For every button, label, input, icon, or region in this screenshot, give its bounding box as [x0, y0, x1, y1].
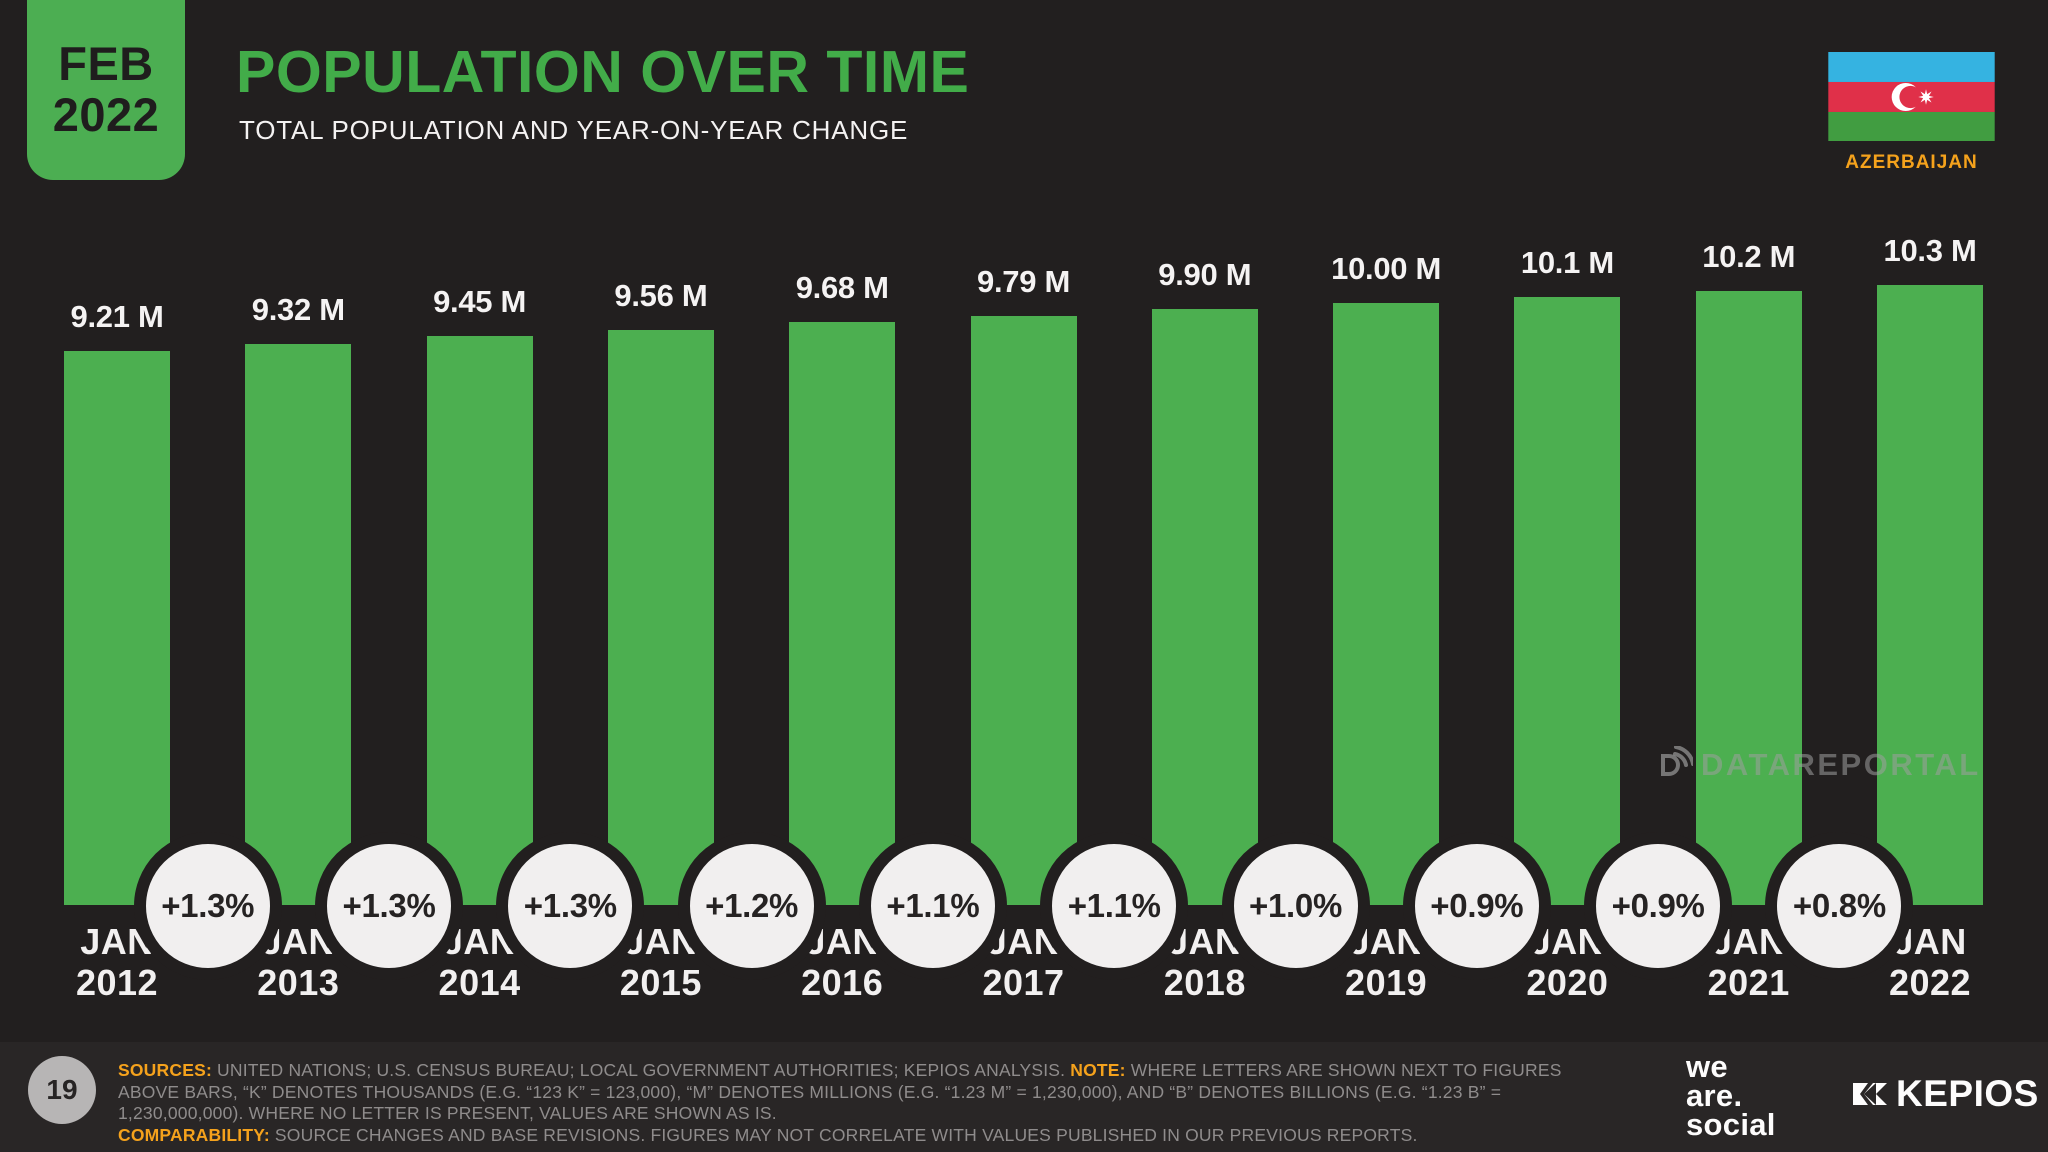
page-number-badge: 19 [28, 1056, 96, 1124]
signal-d-icon [1661, 746, 1693, 776]
bar-value-label: 9.79 M [977, 264, 1070, 299]
bar-value-label: 9.90 M [1158, 257, 1252, 292]
watermark-text: DATAREPORTAL [1701, 747, 1981, 782]
date-badge-year: 2022 [52, 88, 160, 141]
footer-band [0, 1042, 2048, 1152]
footer-notes: SOURCES: UNITED NATIONS; U.S. CENSUS BUR… [118, 1060, 1618, 1146]
yoy-change-circle: +1.1% [1040, 832, 1189, 980]
azerbaijan-flag-icon [1828, 52, 1995, 141]
kepios-k-icon [1853, 1083, 1887, 1105]
page-number: 19 [46, 1074, 78, 1105]
bar [970, 316, 1077, 905]
bar [1877, 285, 1983, 905]
bar [426, 336, 533, 905]
bar-value-label: 9.21 M [70, 299, 164, 334]
yoy-change-circle: +1.1% [858, 832, 1007, 980]
bar-value-label: 10.2 M [1702, 239, 1796, 274]
bar [1514, 297, 1621, 905]
yoy-change-circle: +1.3% [133, 832, 282, 980]
bar-value-label: 10.1 M [1520, 245, 1614, 280]
bar-value-label: 9.45 M [433, 284, 527, 319]
comparability-label: COMPARABILITY: [118, 1124, 270, 1145]
x-axis-tick-label: JAN 2020 [1526, 921, 1609, 1003]
date-badge: FEB 2022 [27, 0, 185, 180]
we-are-social-logo-line: we [1686, 1049, 1728, 1084]
sources-label: SOURCES: [118, 1060, 212, 1080]
bar [1333, 303, 1440, 905]
kepios-logo: KEPIOS [1853, 1073, 2039, 1115]
bar [1695, 291, 1802, 905]
yoy-change-circle: +1.2% [677, 832, 826, 980]
bar [245, 344, 352, 905]
we-are-social-logo: we are. social [1686, 1049, 1776, 1142]
x-axis-tick-label: JAN 2017 [982, 921, 1065, 1003]
bar-value-label: 9.68 M [795, 270, 889, 305]
yoy-change-circle: +0.9% [1402, 832, 1551, 980]
yoy-change-circle: +1.3% [315, 832, 463, 980]
watermark: DATAREPORTAL [1655, 746, 1981, 784]
bar-value-label: 9.56 M [614, 278, 708, 313]
bar [789, 322, 896, 905]
country-flag-block: AZERBAIJAN [1826, 52, 1997, 174]
yoy-change-circle: +1.3% [496, 832, 645, 980]
bar [607, 330, 714, 905]
note-text: WHERE LETTERS ARE SHOWN NEXT TO FIGURES … [118, 1060, 1562, 1123]
yoy-change-circle: +0.9% [1584, 832, 1733, 980]
x-axis-tick-label: JAN 2022 [1888, 921, 1972, 1003]
page-subtitle: TOTAL POPULATION AND YEAR-ON-YEAR CHANGE [239, 115, 909, 145]
bar [1151, 309, 1258, 905]
note-label: NOTE: [1070, 1060, 1126, 1080]
yoy-change-circle: +0.8% [1765, 832, 1914, 980]
country-label: AZERBAIJAN [1845, 152, 1978, 173]
page-title: POPULATION OVER TIME [236, 39, 970, 105]
x-axis-tick-label: JAN 2016 [801, 921, 884, 1003]
bar-value-label: 10.3 M [1883, 233, 1977, 268]
date-badge-month: FEB [58, 37, 154, 91]
kepios-label: KEPIOS [1896, 1073, 2039, 1114]
we-are-social-logo-line: are. [1686, 1077, 1743, 1113]
comparability-text: SOURCE CHANGES AND BASE REVISIONS. FIGUR… [269, 1124, 1418, 1145]
yoy-change-circle: +1.0% [1221, 832, 1370, 980]
x-axis-tick-label: JAN 2015 [619, 921, 702, 1003]
bar-value-label: 9.32 M [251, 292, 345, 327]
sources-text: UNITED NATIONS; U.S. CENSUS BUREAU; LOCA… [211, 1060, 1071, 1080]
bar-value-label: 10.00 M [1331, 251, 1442, 286]
bar [64, 351, 170, 905]
we-are-social-logo-line: social [1686, 1106, 1776, 1142]
